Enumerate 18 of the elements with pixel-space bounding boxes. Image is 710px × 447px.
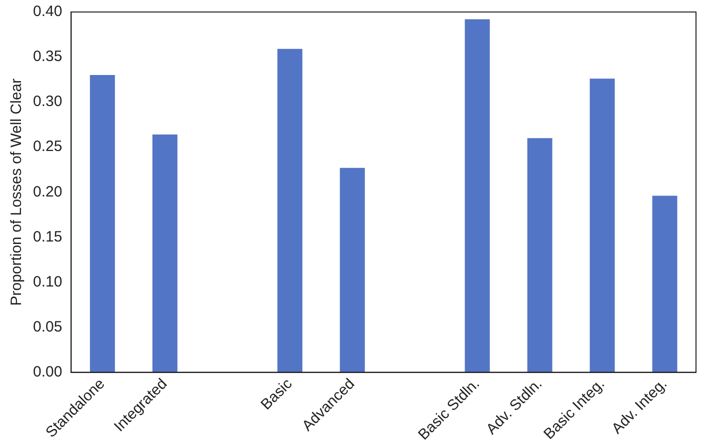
bar [340, 168, 365, 372]
y-tick-label: 0.20 [32, 183, 62, 200]
bar [464, 19, 490, 372]
bar [90, 75, 115, 372]
bar [652, 196, 678, 372]
bar [590, 78, 615, 372]
y-tick-label: 0.10 [32, 273, 62, 290]
bar [152, 134, 178, 372]
y-tick-label: 0.40 [32, 3, 62, 20]
y-axis-title: Proportion of Losses of Well Clear [8, 78, 26, 306]
bar [527, 138, 552, 372]
y-tick-label: 0.00 [32, 363, 62, 380]
bar [277, 48, 302, 372]
y-tick-label: 0.15 [32, 228, 62, 246]
y-tick-label: 0.30 [32, 93, 62, 110]
y-tick-label: 0.25 [32, 138, 62, 156]
y-tick-label: 0.05 [32, 318, 62, 336]
y-tick-label: 0.35 [32, 48, 62, 66]
